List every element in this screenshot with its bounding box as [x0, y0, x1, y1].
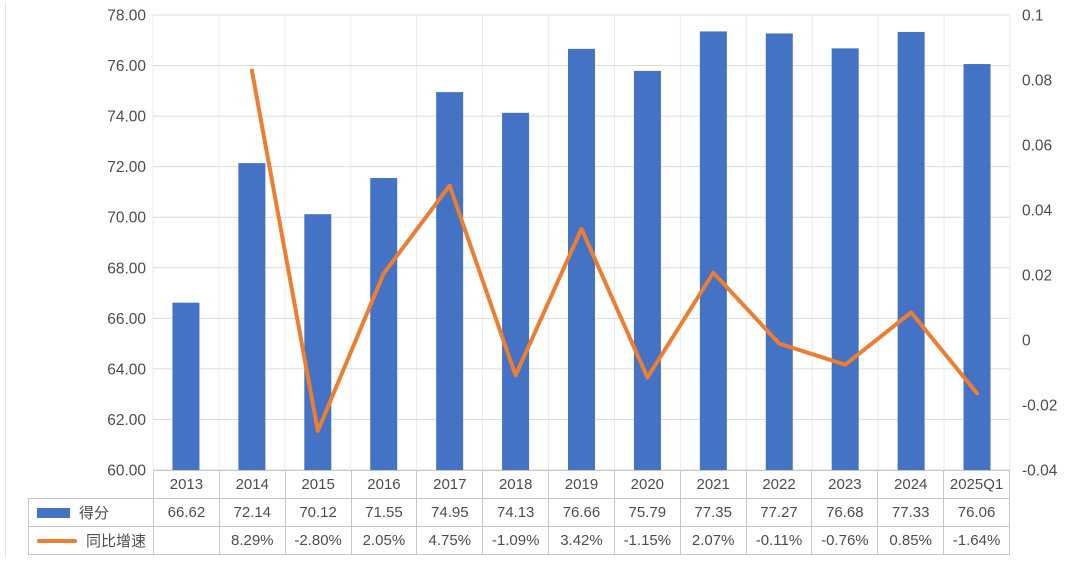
score-legend-label: 得分: [79, 505, 110, 522]
score-cell: 77.33: [877, 498, 945, 527]
left-axis-tick-label: 66.00: [107, 311, 146, 328]
year-header-cell: 2024: [877, 470, 945, 499]
year-header-cell: 2013: [153, 470, 220, 499]
score-cell: 72.14: [218, 498, 286, 527]
left-axis-tick-label: 74.00: [107, 109, 146, 126]
legend-item-score: 得分: [28, 498, 154, 527]
score-cell: 77.35: [679, 498, 747, 527]
bar-2021: [699, 31, 727, 471]
year-header-cell: 2020: [613, 470, 681, 499]
growth-cell: -0.76%: [811, 526, 879, 555]
score-legend-swatch: [37, 507, 70, 518]
growth-cell: -2.80%: [284, 526, 352, 555]
bar-2016: [370, 178, 398, 470]
growth-cell: 0.85%: [877, 526, 945, 555]
right-axis-tick-label: 0: [1022, 333, 1031, 350]
year-header-cell: 2017: [416, 470, 484, 499]
growth-line: [249, 68, 980, 433]
bar-2014: [238, 163, 266, 470]
bar-2022: [765, 33, 793, 470]
table-row-score: 得分 66.62 72.14 70.12 71.55 74.95 74.13 76.66 75…: [28, 498, 1010, 527]
growth-cell: -0.11%: [745, 526, 813, 555]
year-header-cell: 2015: [284, 470, 352, 499]
panel-left-border: [5, 2, 6, 558]
bar-2019: [568, 48, 595, 470]
year-header-cell: 2019: [548, 470, 615, 499]
left-axis-tick-label: 64.00: [107, 361, 146, 378]
growth-cell: 2.07%: [679, 526, 747, 555]
score-cell: 77.27: [745, 498, 813, 527]
left-axis-tick-label: 78.00: [107, 8, 146, 25]
growth-cell: 3.42%: [548, 526, 615, 555]
table-row-growth: 同比增速 8.29% -2.80% 2.05% 4.75% -1.09% 3.42% -1.…: [28, 526, 1010, 555]
year-header-cell: 2023: [811, 470, 879, 499]
score-cell: 75.79: [613, 498, 681, 527]
bar-2020: [633, 70, 661, 470]
right-axis-tick-label: 0.02: [1022, 268, 1052, 285]
growth-cell: -1.09%: [482, 526, 550, 555]
growth-cell: -1.15%: [613, 526, 681, 555]
left-axis-tick-label: 60.00: [107, 463, 146, 480]
growth-cell: 2.05%: [350, 526, 418, 555]
right-axis-tick-label: 0.06: [1022, 138, 1052, 155]
score-cell: 76.66: [548, 498, 615, 527]
score-cell: 71.55: [350, 498, 418, 527]
score-cell: 76.06: [943, 498, 1010, 527]
right-axis-tick-label: -0.04: [1022, 463, 1058, 480]
year-header-cell: 2025Q1: [943, 470, 1010, 499]
bar-2013: [172, 302, 200, 470]
left-axis-tick-label: 68.00: [107, 260, 146, 277]
year-header-cell: 2014: [218, 470, 286, 499]
year-header-cell: 2016: [350, 470, 418, 499]
right-axis-tick-label: 0.1: [1022, 8, 1044, 25]
chart-data-table: 2013 2014 2015 2016 2017 2018 2019 2020 2021 2022…: [28, 470, 1010, 555]
growth-legend-swatch: [37, 538, 77, 543]
left-axis-tick-label: 62.00: [107, 412, 146, 429]
legend-item-growth: 同比增速: [28, 526, 154, 555]
year-header-cell: 2022: [745, 470, 813, 499]
growth-cell: 8.29%: [218, 526, 286, 555]
bar-2024: [897, 31, 925, 471]
table-header-row: 2013 2014 2015 2016 2017 2018 2019 2020 2021 2022…: [29, 470, 1010, 499]
score-cell: 76.68: [811, 498, 879, 527]
score-cell: 66.62: [153, 498, 220, 527]
right-axis-tick-label: 0.04: [1022, 203, 1053, 220]
left-axis-tick-label: 72.00: [107, 159, 146, 176]
bar-2017: [436, 92, 464, 470]
growth-cell: [153, 526, 220, 555]
right-axis-tick-label: -0.02: [1022, 398, 1057, 415]
growth-legend-label: 同比增速: [86, 533, 147, 550]
left-axis-tick-label: 76.00: [107, 58, 146, 75]
bar-2023: [831, 48, 859, 470]
year-header-cell: 2021: [679, 470, 747, 499]
score-cell: 74.13: [482, 498, 550, 527]
bar-2018: [502, 112, 530, 470]
year-header-cell: 2018: [482, 470, 550, 499]
score-cell: 74.95: [416, 498, 484, 527]
bar-2025Q1: [963, 64, 991, 471]
score-cell: 70.12: [284, 498, 352, 527]
growth-cell: 4.75%: [416, 526, 484, 555]
left-axis-tick-label: 70.00: [107, 210, 146, 227]
table-corner-cell: [29, 471, 154, 499]
growth-cell: -1.64%: [943, 526, 1010, 555]
right-axis-tick-label: 0.08: [1022, 73, 1052, 90]
